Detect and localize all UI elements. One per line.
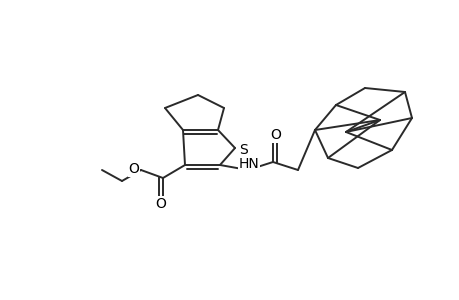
Text: O: O xyxy=(270,128,281,142)
Text: S: S xyxy=(239,143,248,157)
Text: HN: HN xyxy=(238,157,259,171)
Text: O: O xyxy=(155,197,166,211)
Text: O: O xyxy=(128,162,139,176)
